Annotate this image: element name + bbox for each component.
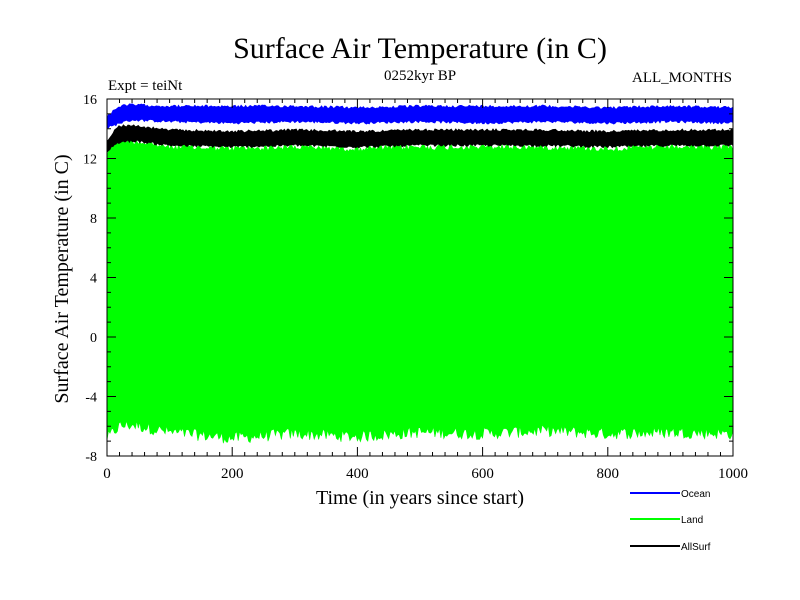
legend-label-land: Land [681,515,703,526]
y-tick-label: 16 [83,93,97,108]
legend-label-ocean: Ocean [681,489,710,500]
y-tick-label: 12 [83,153,97,168]
legend-label-allsurf: AllSurf [681,542,711,553]
y-tick-label: 4 [90,272,97,287]
y-tick-label: 0 [90,331,97,346]
experiment-label: Expt = teiNt [108,78,183,94]
x-tick-labels: 0 200 400 600 800 1000 [103,466,748,482]
x-tick-label: 1000 [718,466,748,482]
chart-title: Surface Air Temperature (in C) [233,32,607,65]
x-tick-label: 600 [471,466,494,482]
y-tick-label: -4 [85,391,97,406]
months-label: ALL_MONTHS [632,70,732,86]
y-tick-label: 8 [90,212,97,227]
x-tick-label: 0 [103,466,111,482]
plot-data-area [106,103,734,444]
axis-ticks [106,98,734,457]
legend: Ocean Land AllSurf [630,489,711,553]
x-axis-label: Time (in years since start) [316,487,524,509]
x-tick-label: 200 [221,466,244,482]
y-tick-label: -8 [85,450,97,465]
x-tick-label: 400 [346,466,369,482]
series-land-band [106,136,734,444]
x-tick-label: 800 [597,466,620,482]
series-ocean-band [106,103,734,129]
chart-subtitle: 0252kyr BP [384,68,456,84]
y-axis-label: Surface Air Temperature (in C) [51,154,73,403]
y-tick-labels: -8 -4 0 4 8 12 16 [83,93,97,465]
